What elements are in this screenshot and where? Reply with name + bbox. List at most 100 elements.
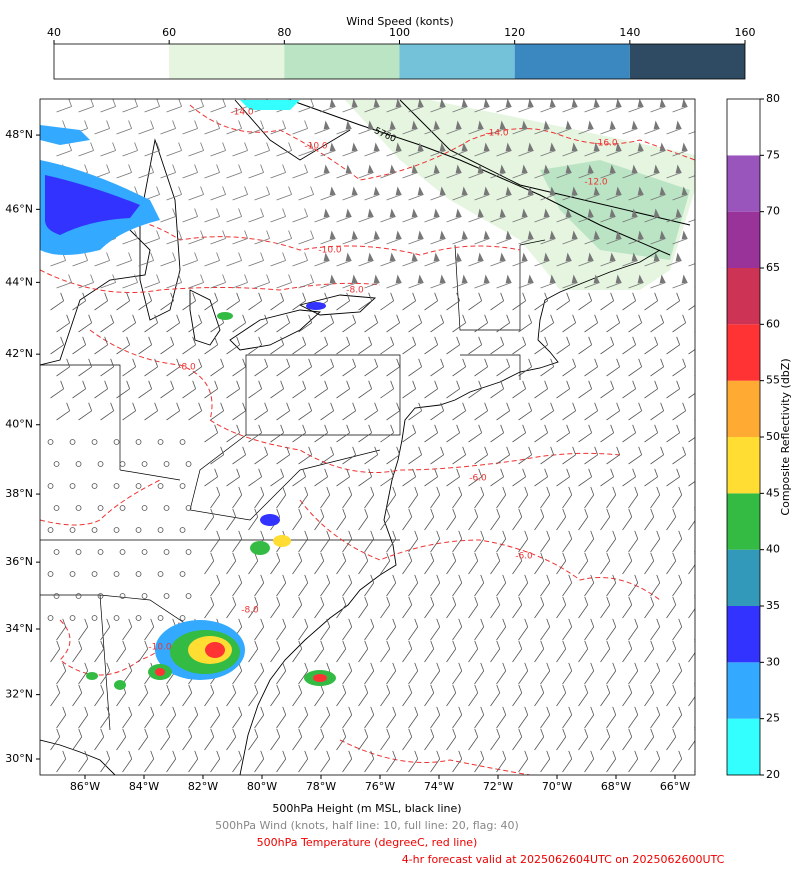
barb-feather	[632, 424, 637, 433]
barb-shaft	[534, 476, 548, 487]
barb-shaft	[160, 736, 171, 751]
barb-feather	[166, 728, 171, 738]
barb-shaft	[210, 454, 224, 465]
barb-shaft	[540, 714, 551, 729]
barb-feather	[128, 120, 132, 129]
barb-shaft	[606, 454, 620, 465]
barb-feather	[566, 468, 571, 477]
barb-shaft	[210, 366, 224, 377]
barb-feather	[216, 706, 221, 716]
barb-shaft	[666, 128, 682, 135]
barb-feather	[126, 292, 131, 301]
barb-shaft	[314, 736, 325, 751]
barb-feather	[236, 380, 241, 389]
reflectivity-colorbar-segment	[727, 324, 760, 381]
barb-shaft	[688, 520, 695, 531]
barb-shaft	[600, 388, 614, 399]
calm-wind	[97, 505, 104, 511]
wind-colorbar-tick-label: 100	[389, 26, 410, 39]
barb-shaft	[666, 388, 680, 399]
barb-shaft	[474, 670, 485, 685]
barb-feather	[238, 486, 243, 496]
barb-feather	[594, 446, 599, 455]
barb-feather	[260, 750, 265, 760]
barb-shaft	[446, 476, 460, 487]
barb-shaft	[562, 106, 578, 113]
barb-shaft	[512, 172, 528, 179]
barb-feather	[326, 706, 331, 716]
barb-shaft	[270, 216, 286, 223]
barb-flag	[681, 274, 688, 284]
barb-shaft	[232, 366, 246, 377]
barb-shaft	[166, 758, 177, 773]
reflectivity-colorbar-segment	[727, 437, 760, 494]
barb-flag	[698, 121, 704, 130]
barb-shaft	[424, 604, 435, 619]
barb-shaft	[644, 172, 660, 179]
barb-shaft	[386, 538, 397, 553]
barb-shaft	[56, 322, 70, 333]
barb-feather	[304, 706, 309, 716]
barb-feather	[192, 292, 197, 301]
barb-feather	[588, 380, 593, 389]
calm-wind	[53, 549, 60, 555]
barb-shaft	[144, 150, 160, 157]
barb-shaft	[556, 516, 567, 531]
barb-shaft	[276, 322, 290, 333]
barb-feather	[506, 446, 511, 455]
barb-feather	[320, 728, 325, 738]
barb-feather	[396, 358, 401, 367]
barb-shaft	[628, 758, 639, 773]
barb-flag	[549, 186, 556, 196]
barb-feather	[654, 380, 659, 389]
barb-feather	[310, 99, 314, 107]
barb-shaft	[138, 344, 152, 355]
barb-flag	[389, 208, 396, 218]
barb-shaft	[474, 322, 488, 333]
barb-feather	[150, 120, 154, 129]
barb-flag	[477, 252, 484, 262]
barb-shaft	[138, 172, 154, 179]
barb-feather	[656, 750, 661, 760]
y-tick-label: 44°N	[5, 275, 33, 288]
barb-shaft	[292, 604, 303, 619]
barb-flag	[653, 120, 660, 130]
barb-shaft	[496, 454, 510, 465]
barb-shaft	[446, 128, 462, 135]
barb-flag	[439, 186, 446, 196]
barb-shaft	[650, 238, 666, 245]
barb-shaft	[512, 560, 523, 575]
barb-shaft	[226, 300, 240, 311]
barb-flag	[637, 274, 644, 284]
barb-feather	[82, 292, 87, 301]
barb-shaft	[166, 194, 182, 201]
barb-shaft	[540, 194, 556, 201]
barb-flag	[675, 208, 682, 218]
barb-shaft	[160, 216, 176, 223]
barb-feather	[150, 618, 155, 628]
calm-wind	[185, 461, 192, 467]
barb-shaft	[490, 172, 506, 179]
barb-shaft	[672, 194, 688, 201]
barb-feather	[112, 142, 116, 151]
barb-shaft	[556, 736, 567, 751]
barb-feather	[678, 618, 683, 628]
y-tick-label: 34°N	[5, 622, 33, 635]
barb-shaft	[336, 260, 352, 267]
barb-shaft	[226, 344, 240, 355]
barb-shaft	[452, 150, 468, 157]
barb-shaft	[490, 476, 504, 487]
barb-feather	[434, 380, 439, 389]
barb-shaft	[452, 758, 463, 773]
barb-shaft	[628, 194, 644, 201]
barb-feather	[682, 446, 687, 455]
barb-shaft	[248, 736, 259, 751]
barb-shaft	[270, 344, 284, 355]
barb-shaft	[336, 344, 350, 355]
barb-shaft	[628, 106, 644, 113]
barb-feather	[106, 618, 111, 628]
barb-feather	[214, 292, 219, 301]
barb-feather	[594, 314, 599, 323]
barb-feather	[610, 380, 615, 389]
barb-feather	[374, 358, 379, 367]
